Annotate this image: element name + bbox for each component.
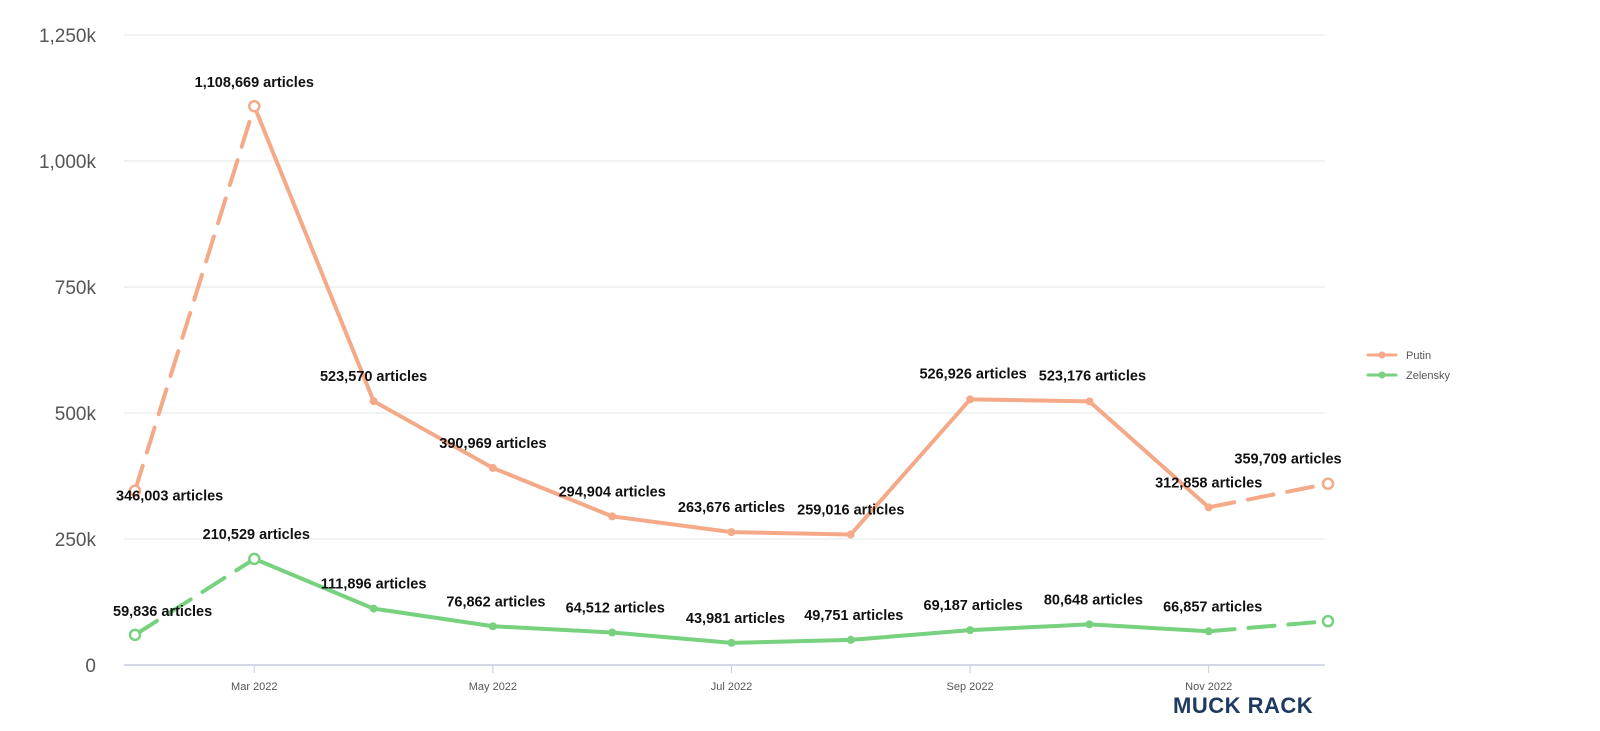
- data-label: 43,981 articles: [686, 611, 785, 627]
- data-label: 359,709 articles: [1234, 452, 1341, 468]
- data-label: 526,926 articles: [919, 366, 1026, 382]
- data-point[interactable]: [966, 395, 975, 404]
- data-label: 312,858 articles: [1155, 475, 1262, 491]
- series-segment: [1087, 622, 1211, 634]
- data-point[interactable]: [1085, 397, 1094, 406]
- data-point[interactable]: [248, 552, 261, 566]
- legend-label-putin: Putin: [1406, 350, 1431, 362]
- y-axis: 0 250k 500k 750k 1,000k 1,250k: [39, 26, 97, 677]
- data-label: 80,648 articles: [1044, 592, 1143, 608]
- data-label: 66,857 articles: [1163, 599, 1262, 615]
- x-tick-label: Jul 2022: [711, 681, 753, 693]
- series-segment: [610, 630, 734, 645]
- series-segment: [490, 624, 615, 635]
- data-point[interactable]: [128, 628, 142, 642]
- data-point[interactable]: [608, 512, 617, 521]
- data-point[interactable]: [1321, 614, 1335, 628]
- series-segment: [848, 397, 973, 537]
- x-tick-label: Mar 2022: [231, 681, 277, 693]
- data-point[interactable]: [846, 635, 855, 644]
- series-segment: [729, 530, 853, 537]
- data-point[interactable]: [727, 528, 736, 537]
- data-label: 76,862 articles: [446, 594, 545, 610]
- legend-label-zelensky: Zelensky: [1406, 370, 1451, 382]
- data-point[interactable]: [369, 397, 378, 406]
- legend-marker-zelensky: [1378, 371, 1386, 379]
- data-label: 210,529 articles: [203, 527, 310, 543]
- series-segment: [371, 399, 495, 470]
- series-zelensky: [128, 552, 1335, 647]
- data-point[interactable]: [369, 604, 378, 613]
- series-segment: [252, 104, 376, 404]
- series-segment: [133, 104, 257, 493]
- series-segment: [490, 465, 615, 519]
- data-label: 346,003 articles: [116, 489, 223, 505]
- series-segment: [848, 628, 973, 642]
- x-tick-label: Nov 2022: [1185, 681, 1232, 693]
- legend-item-putin[interactable]: Putin: [1366, 350, 1431, 362]
- data-point[interactable]: [1204, 627, 1213, 636]
- data-point[interactable]: [488, 622, 497, 631]
- muck-rack-logo: MUCK RACK: [1173, 693, 1313, 718]
- series-segment: [1206, 619, 1330, 634]
- data-label: 111,896 articles: [321, 577, 427, 593]
- legend-item-zelensky[interactable]: Zelensky: [1366, 370, 1451, 382]
- series-layer: [128, 99, 1335, 647]
- data-point[interactable]: [488, 463, 497, 472]
- data-point[interactable]: [128, 484, 142, 497]
- y-tick-label: 750k: [55, 278, 97, 299]
- data-point[interactable]: [1204, 503, 1213, 512]
- legend: Putin Zelensky: [1366, 350, 1451, 382]
- data-label: 523,570 articles: [320, 369, 427, 385]
- data-label: 259,016 articles: [797, 502, 904, 518]
- data-point[interactable]: [846, 530, 855, 539]
- series-segment: [610, 514, 734, 535]
- data-label: 523,176 articles: [1039, 368, 1146, 384]
- y-tick-label: 1,000k: [39, 152, 97, 173]
- data-label: 390,969 articles: [439, 436, 546, 452]
- series-segment: [968, 397, 1092, 404]
- series-segment: [729, 637, 853, 645]
- series-segment: [1206, 481, 1330, 510]
- x-tick-label: Sep 2022: [947, 681, 994, 693]
- legend-marker-putin: [1378, 351, 1386, 359]
- y-tick-label: 0: [85, 656, 96, 677]
- x-tick-label: May 2022: [469, 681, 517, 693]
- series-segment: [1087, 399, 1211, 510]
- series-putin: [128, 99, 1335, 539]
- series-segment: [968, 622, 1092, 633]
- data-point[interactable]: [248, 99, 261, 113]
- data-label: 263,676 articles: [678, 500, 785, 516]
- y-tick-label: 500k: [55, 404, 97, 425]
- grid-lines: [124, 34, 1325, 666]
- x-axis: Mar 2022 May 2022 Jul 2022 Sep 2022 Nov 2022: [231, 665, 1232, 693]
- data-label: 1,108,669 articles: [195, 75, 314, 91]
- data-point[interactable]: [966, 626, 975, 635]
- y-tick-label: 1,250k: [39, 26, 97, 47]
- data-labels: 346,003 articles 1,108,669 articles 523,57…: [113, 75, 1342, 627]
- series-segment: [252, 556, 376, 611]
- data-point[interactable]: [608, 628, 617, 637]
- series-segment: [371, 606, 495, 629]
- data-label: 294,904 articles: [559, 484, 666, 500]
- data-point[interactable]: [1085, 620, 1094, 629]
- data-label: 59,836 articles: [113, 604, 212, 620]
- data-label: 69,187 articles: [924, 598, 1023, 614]
- data-label: 49,751 articles: [804, 608, 903, 624]
- series-segment: [133, 556, 257, 637]
- data-point[interactable]: [727, 638, 736, 647]
- data-point[interactable]: [1321, 477, 1335, 490]
- y-tick-label: 250k: [55, 530, 97, 551]
- data-label: 64,512 articles: [566, 600, 665, 616]
